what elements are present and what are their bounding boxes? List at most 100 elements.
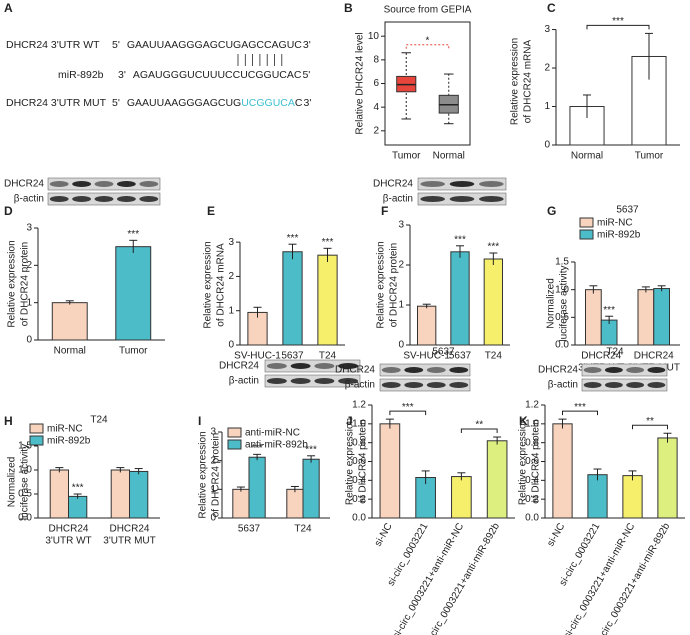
y-tick-label: 1 — [544, 101, 550, 112]
panel-letter: B — [344, 1, 353, 15]
y-tick-label: 0.0 — [555, 340, 569, 351]
panel-letter: F — [381, 204, 388, 218]
x-tick-label: SV-HUC-1 — [234, 351, 281, 362]
blot-band — [266, 378, 287, 384]
sequence-end: 5' — [112, 97, 120, 109]
significance-label: *** — [402, 402, 414, 413]
y-tick-label: 3 — [544, 24, 550, 35]
panel-letter: A — [4, 1, 13, 15]
y-axis-label: of DHCR24 protein — [20, 242, 31, 326]
bar — [657, 437, 678, 519]
x-tick-label: si-NC — [373, 521, 395, 548]
blot-band — [290, 378, 311, 384]
chart-title: T24 — [90, 415, 108, 426]
x-tick-label: Tumor — [119, 346, 148, 357]
y-axis-label: Relative expression — [7, 240, 18, 327]
y-axis-label: of DHCR24 mRNA — [523, 40, 534, 124]
blot-band — [647, 367, 666, 373]
legend-swatch — [29, 423, 44, 434]
y-axis-label: of DHCR24 protein — [389, 243, 400, 327]
blot-band — [404, 367, 424, 373]
y-tick-label: 1.5 — [555, 257, 569, 268]
significance-label: *** — [287, 233, 299, 244]
y-tick-label: 1.2 — [525, 400, 539, 411]
panel-letter: C — [547, 1, 556, 15]
x-tick-label: Normal — [433, 151, 465, 162]
significance-label: * — [426, 35, 430, 46]
blot-band — [449, 196, 475, 202]
y-tick-label: 1.0 — [352, 418, 366, 429]
y-tick-label: 0.2 — [525, 494, 539, 505]
x-tick-label: T24 — [319, 351, 337, 362]
bar — [587, 474, 608, 519]
bar — [451, 476, 472, 519]
legend-label: anti-miR-NC — [245, 428, 300, 439]
significance-label: *** — [603, 305, 615, 316]
x-tick-label: Normal — [571, 151, 603, 162]
x-tick-label: Normal — [54, 346, 86, 357]
bar — [51, 302, 88, 341]
sequence-end: 3' — [303, 97, 311, 109]
y-tick-label: 0.4 — [352, 475, 366, 486]
bar — [286, 488, 304, 519]
x-tick-label: DHCR24 — [634, 351, 674, 362]
blot-band — [381, 382, 401, 388]
bar — [68, 495, 88, 519]
blot-band — [583, 382, 602, 388]
y-tick-label: 1 — [398, 300, 404, 311]
y-tick-label: 2 — [544, 63, 550, 74]
blot-strip — [264, 374, 361, 388]
x-tick-label: si-circ_0003221+anti-miR-NC — [391, 521, 466, 635]
blot-band — [72, 181, 92, 187]
y-tick-label: 0.0 — [18, 513, 32, 524]
legend-label: miR-892b — [597, 230, 641, 241]
y-tick-label: 2 — [26, 260, 32, 271]
y-tick-label: 3 — [228, 237, 234, 248]
x-tick-label: T24 — [485, 351, 503, 362]
y-tick-label: 2 — [210, 455, 216, 466]
sequence-end: 5' — [112, 39, 120, 51]
blot-band — [604, 382, 623, 388]
sequence-part: GAAUUAAGGGAGCUG — [127, 97, 241, 109]
y-tick-label: 10 — [368, 31, 380, 42]
y-axis-label: of DHCR24 protein — [358, 419, 369, 503]
sequence-end: 3' — [118, 69, 126, 81]
sequence-name: DHCR24 3'UTR MUT — [6, 97, 107, 109]
bar — [248, 456, 266, 519]
blot-label: β-actin — [383, 194, 413, 205]
y-tick-label: 2 — [398, 260, 404, 271]
bar — [302, 458, 320, 519]
blot-band — [647, 382, 666, 388]
sequence-part: UCGGUCA — [241, 97, 295, 109]
blot-label: DHCR24 — [373, 179, 413, 190]
y-tick-label: 0.2 — [352, 494, 366, 505]
y-tick-label: 1.0 — [525, 418, 539, 429]
chart-title: 5637 — [432, 347, 455, 358]
y-tick-label: 1.2 — [352, 400, 366, 411]
blot-label: DHCR24 — [4, 179, 44, 190]
x-tick-label: 3'UTR MUT — [103, 536, 155, 547]
blot-band — [604, 367, 623, 373]
x-tick-label: si-circ_0003221+anti-miR-NC — [562, 521, 637, 635]
y-tick-label: 6 — [373, 78, 379, 89]
y-tick-label: 0.0 — [352, 513, 366, 524]
bar — [486, 440, 508, 519]
bar — [129, 470, 149, 519]
significance-label: ** — [646, 416, 654, 427]
blot-band — [420, 196, 445, 202]
blot-strip — [379, 363, 471, 377]
y-tick-label: 1 — [26, 297, 32, 308]
blot-strip — [379, 378, 471, 392]
blot-band — [116, 181, 136, 187]
blot-label: DHCR24 — [538, 365, 578, 376]
x-tick-label: 5637 — [238, 524, 261, 535]
blot-band — [72, 196, 92, 202]
blot-band — [139, 181, 159, 187]
blot-strip — [581, 363, 668, 377]
bar — [653, 288, 670, 346]
blot-band — [381, 367, 401, 373]
significance-bracket — [460, 428, 498, 434]
x-tick-label: 3'UTR WT — [45, 536, 91, 547]
blot-band — [49, 181, 69, 187]
